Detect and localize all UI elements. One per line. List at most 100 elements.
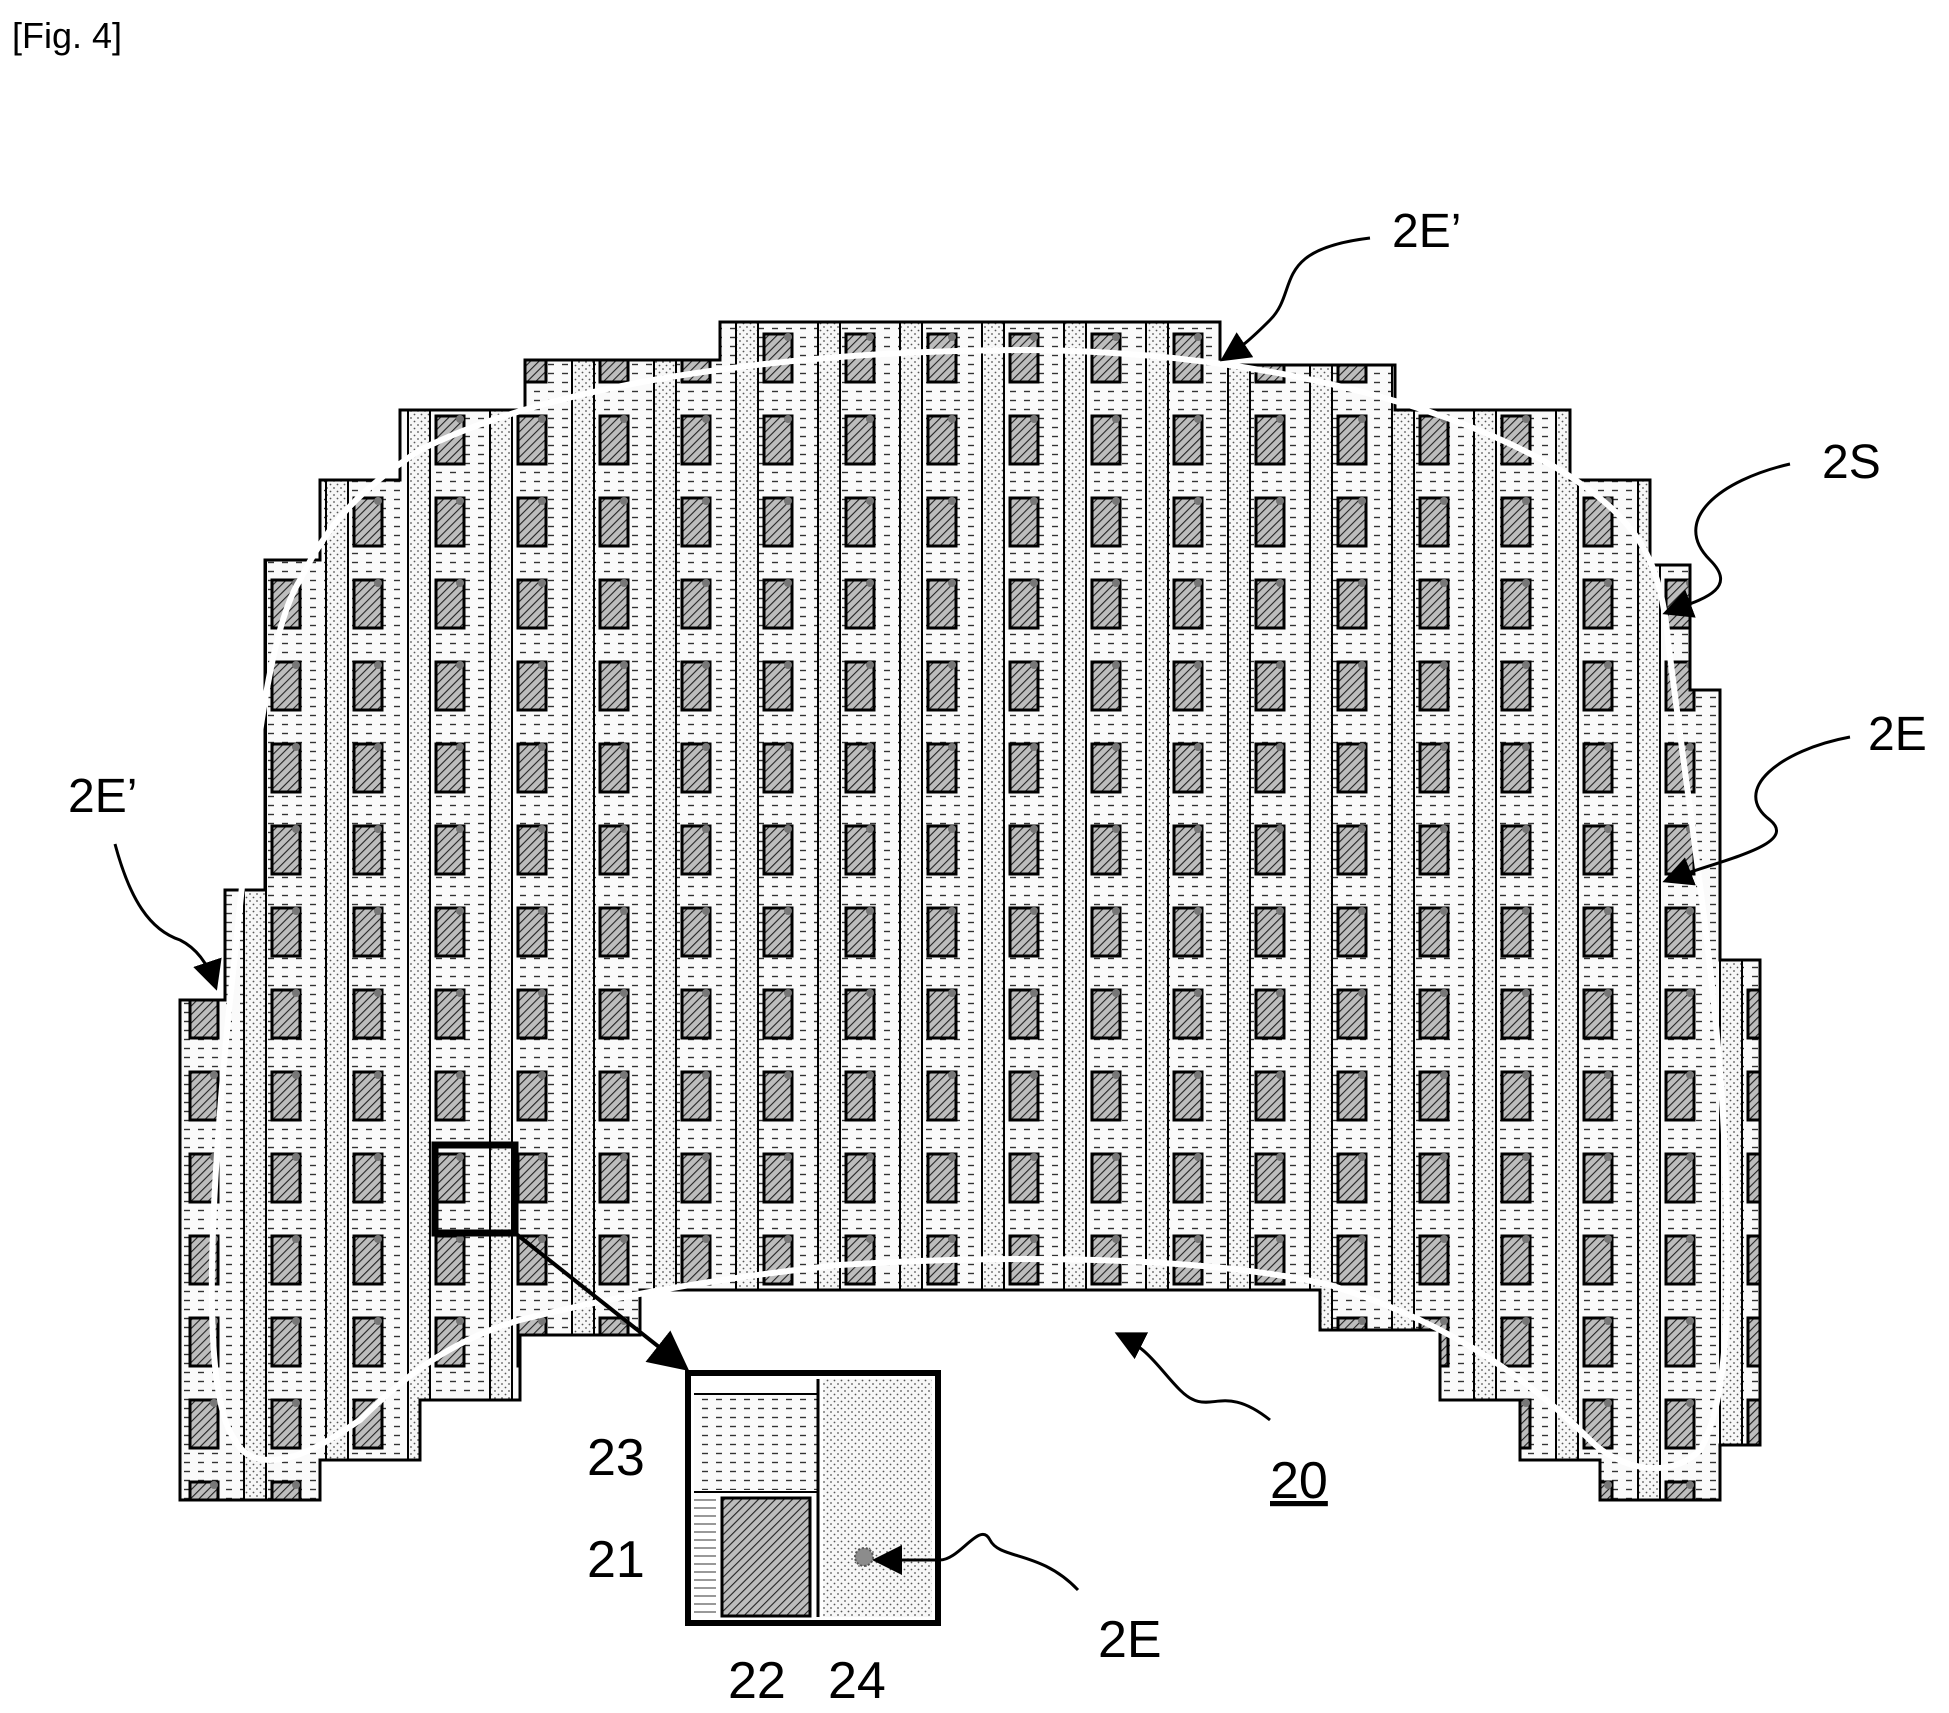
electrode-strip xyxy=(244,302,266,1520)
cell-block xyxy=(682,1154,710,1202)
electrode-dot xyxy=(1604,1153,1612,1161)
cell-block xyxy=(1502,334,1530,382)
electrode-dot xyxy=(1030,1317,1038,1325)
electrode-dot xyxy=(456,661,464,669)
cell-block xyxy=(1174,826,1202,874)
electrode-dot xyxy=(1768,497,1776,505)
cell-block xyxy=(1502,1236,1530,1284)
cell-block xyxy=(1010,580,1038,628)
cell-block xyxy=(354,744,382,792)
leader-top-2e-prime xyxy=(1225,238,1370,358)
electrode-dot xyxy=(1030,743,1038,751)
electrode-dot xyxy=(620,907,628,915)
electrode-dot xyxy=(1358,743,1366,751)
electrode-dot xyxy=(1358,497,1366,505)
cell-block xyxy=(600,1482,628,1530)
electrode-dot xyxy=(1522,1399,1530,1407)
electrode-dot xyxy=(702,1153,710,1161)
electrode-dot xyxy=(948,1071,956,1079)
cell-block xyxy=(1174,1236,1202,1284)
electrode-dot xyxy=(1440,333,1448,341)
cell-block xyxy=(1420,580,1448,628)
electrode-dot xyxy=(1604,907,1612,915)
electrode-dot xyxy=(1604,825,1612,833)
cell-block xyxy=(600,990,628,1038)
electrode-dot xyxy=(1194,579,1202,587)
electrode-dot xyxy=(1522,1481,1530,1489)
electrode-dot xyxy=(948,579,956,587)
cell-block xyxy=(682,744,710,792)
electrode-dot xyxy=(1030,1235,1038,1243)
electrode-dot xyxy=(456,415,464,423)
electrode-strip xyxy=(1802,302,1824,1520)
electrode-dot xyxy=(1440,1153,1448,1161)
electrode-dot xyxy=(702,743,710,751)
electrode-dot xyxy=(1112,415,1120,423)
electrode-dot xyxy=(702,415,710,423)
electrode-dot xyxy=(948,1399,956,1407)
cell-block xyxy=(1256,1318,1284,1366)
cell-block xyxy=(190,1072,218,1120)
cell-block xyxy=(1010,1482,1038,1530)
electrode-dot xyxy=(1358,1317,1366,1325)
cell-block xyxy=(1338,1072,1366,1120)
electrode-dot xyxy=(1112,907,1120,915)
electrode-dot xyxy=(538,743,546,751)
electrode-dot xyxy=(210,743,218,751)
electrode-dot xyxy=(702,1071,710,1079)
electrode-dot xyxy=(866,1071,874,1079)
electrode-strip xyxy=(326,302,348,1520)
electrode-dot xyxy=(1522,661,1530,669)
cell-block xyxy=(1748,580,1776,628)
cell-block xyxy=(272,1318,300,1366)
cell-block xyxy=(1256,1400,1284,1448)
electrode-dot xyxy=(1604,989,1612,997)
detail-inset xyxy=(688,1373,938,1623)
electrode-dot xyxy=(1522,415,1530,423)
electrode-dot xyxy=(1276,1317,1284,1325)
electrode-dot xyxy=(1522,825,1530,833)
cell-block xyxy=(1092,334,1120,382)
electrode-dot xyxy=(1276,907,1284,915)
electrode-strip xyxy=(1228,302,1250,1520)
electrode-dot xyxy=(1276,989,1284,997)
cell-block xyxy=(1666,1482,1694,1530)
electrode-dot xyxy=(1112,989,1120,997)
electrode-dot xyxy=(1604,579,1612,587)
electrode-dot xyxy=(292,825,300,833)
cell-block xyxy=(1420,1400,1448,1448)
electrode-dot xyxy=(292,1317,300,1325)
electrode-dot xyxy=(1440,989,1448,997)
electrode-strip xyxy=(1556,302,1578,1520)
electrode-dot xyxy=(620,1399,628,1407)
electrode-dot xyxy=(1194,743,1202,751)
cell-block xyxy=(600,1236,628,1284)
cell-block xyxy=(928,662,956,710)
electrode-dot xyxy=(702,661,710,669)
electrode-strip xyxy=(572,302,594,1520)
cell-block xyxy=(1666,498,1694,546)
electrode-dot xyxy=(1522,907,1530,915)
cell-block xyxy=(1420,744,1448,792)
cell-block xyxy=(1338,826,1366,874)
cell-block xyxy=(354,416,382,464)
cell-block xyxy=(846,1072,874,1120)
electrode-dot xyxy=(784,333,792,341)
cell-block xyxy=(1010,1318,1038,1366)
cell-block xyxy=(1092,416,1120,464)
cell-block xyxy=(764,826,792,874)
cell-block xyxy=(190,662,218,710)
electrode-array xyxy=(180,302,1824,1530)
figure-caption: [Fig. 4] xyxy=(12,15,122,56)
electrode-dot xyxy=(1768,743,1776,751)
electrode-dot xyxy=(784,1071,792,1079)
electrode-dot xyxy=(1276,743,1284,751)
electrode-strip xyxy=(408,302,430,1520)
cell-block xyxy=(764,416,792,464)
electrode-dot xyxy=(784,661,792,669)
electrode-dot xyxy=(1768,1481,1776,1489)
cell-block xyxy=(1420,1482,1448,1530)
electrode-dot xyxy=(292,907,300,915)
electrode-dot xyxy=(210,497,218,505)
cell-block xyxy=(1256,908,1284,956)
